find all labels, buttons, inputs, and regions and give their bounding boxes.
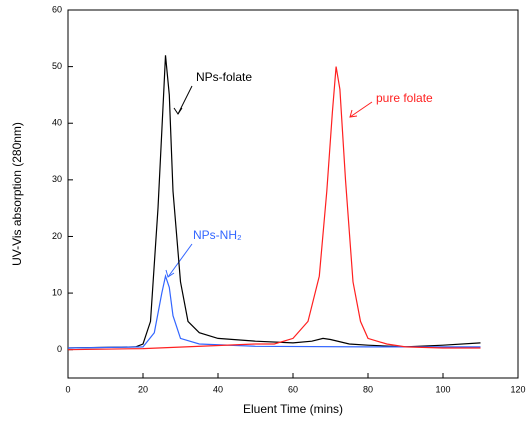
x-tick-label: 120: [510, 384, 525, 394]
annotation-arrow: [177, 85, 193, 115]
annotation-arrow: [349, 101, 373, 118]
y-axis-label: UV-Vis absorption (280nm): [10, 122, 24, 266]
y-tick-label: 20: [52, 231, 62, 241]
series-line: [67, 273, 481, 349]
series-line: [67, 55, 481, 349]
x-tick-label: 0: [65, 384, 70, 394]
y-tick-label: 50: [52, 61, 62, 71]
series-line: [67, 66, 481, 351]
annotation: pure folate: [376, 91, 433, 105]
x-tick-label: 80: [363, 384, 373, 394]
x-tick-label: 40: [213, 384, 223, 394]
arrow-head: [349, 109, 358, 118]
arrow-head: [173, 107, 183, 115]
annotation: NPs-folate: [196, 70, 252, 84]
x-axis-label: Eluent Time (mins): [243, 402, 343, 416]
y-tick-label: 40: [52, 118, 62, 128]
y-tick-label: 0: [57, 344, 62, 354]
arrow-head: [165, 269, 175, 278]
annotation: NPs-NH₂: [193, 228, 242, 242]
x-tick-label: 20: [138, 384, 148, 394]
x-tick-label: 60: [288, 384, 298, 394]
y-tick-label: 30: [52, 174, 62, 184]
x-tick-label: 100: [435, 384, 450, 394]
y-tick-label: 10: [52, 287, 62, 297]
y-tick-label: 60: [52, 4, 62, 14]
plot-frame: [67, 9, 519, 379]
annotation-arrow: [167, 243, 193, 278]
